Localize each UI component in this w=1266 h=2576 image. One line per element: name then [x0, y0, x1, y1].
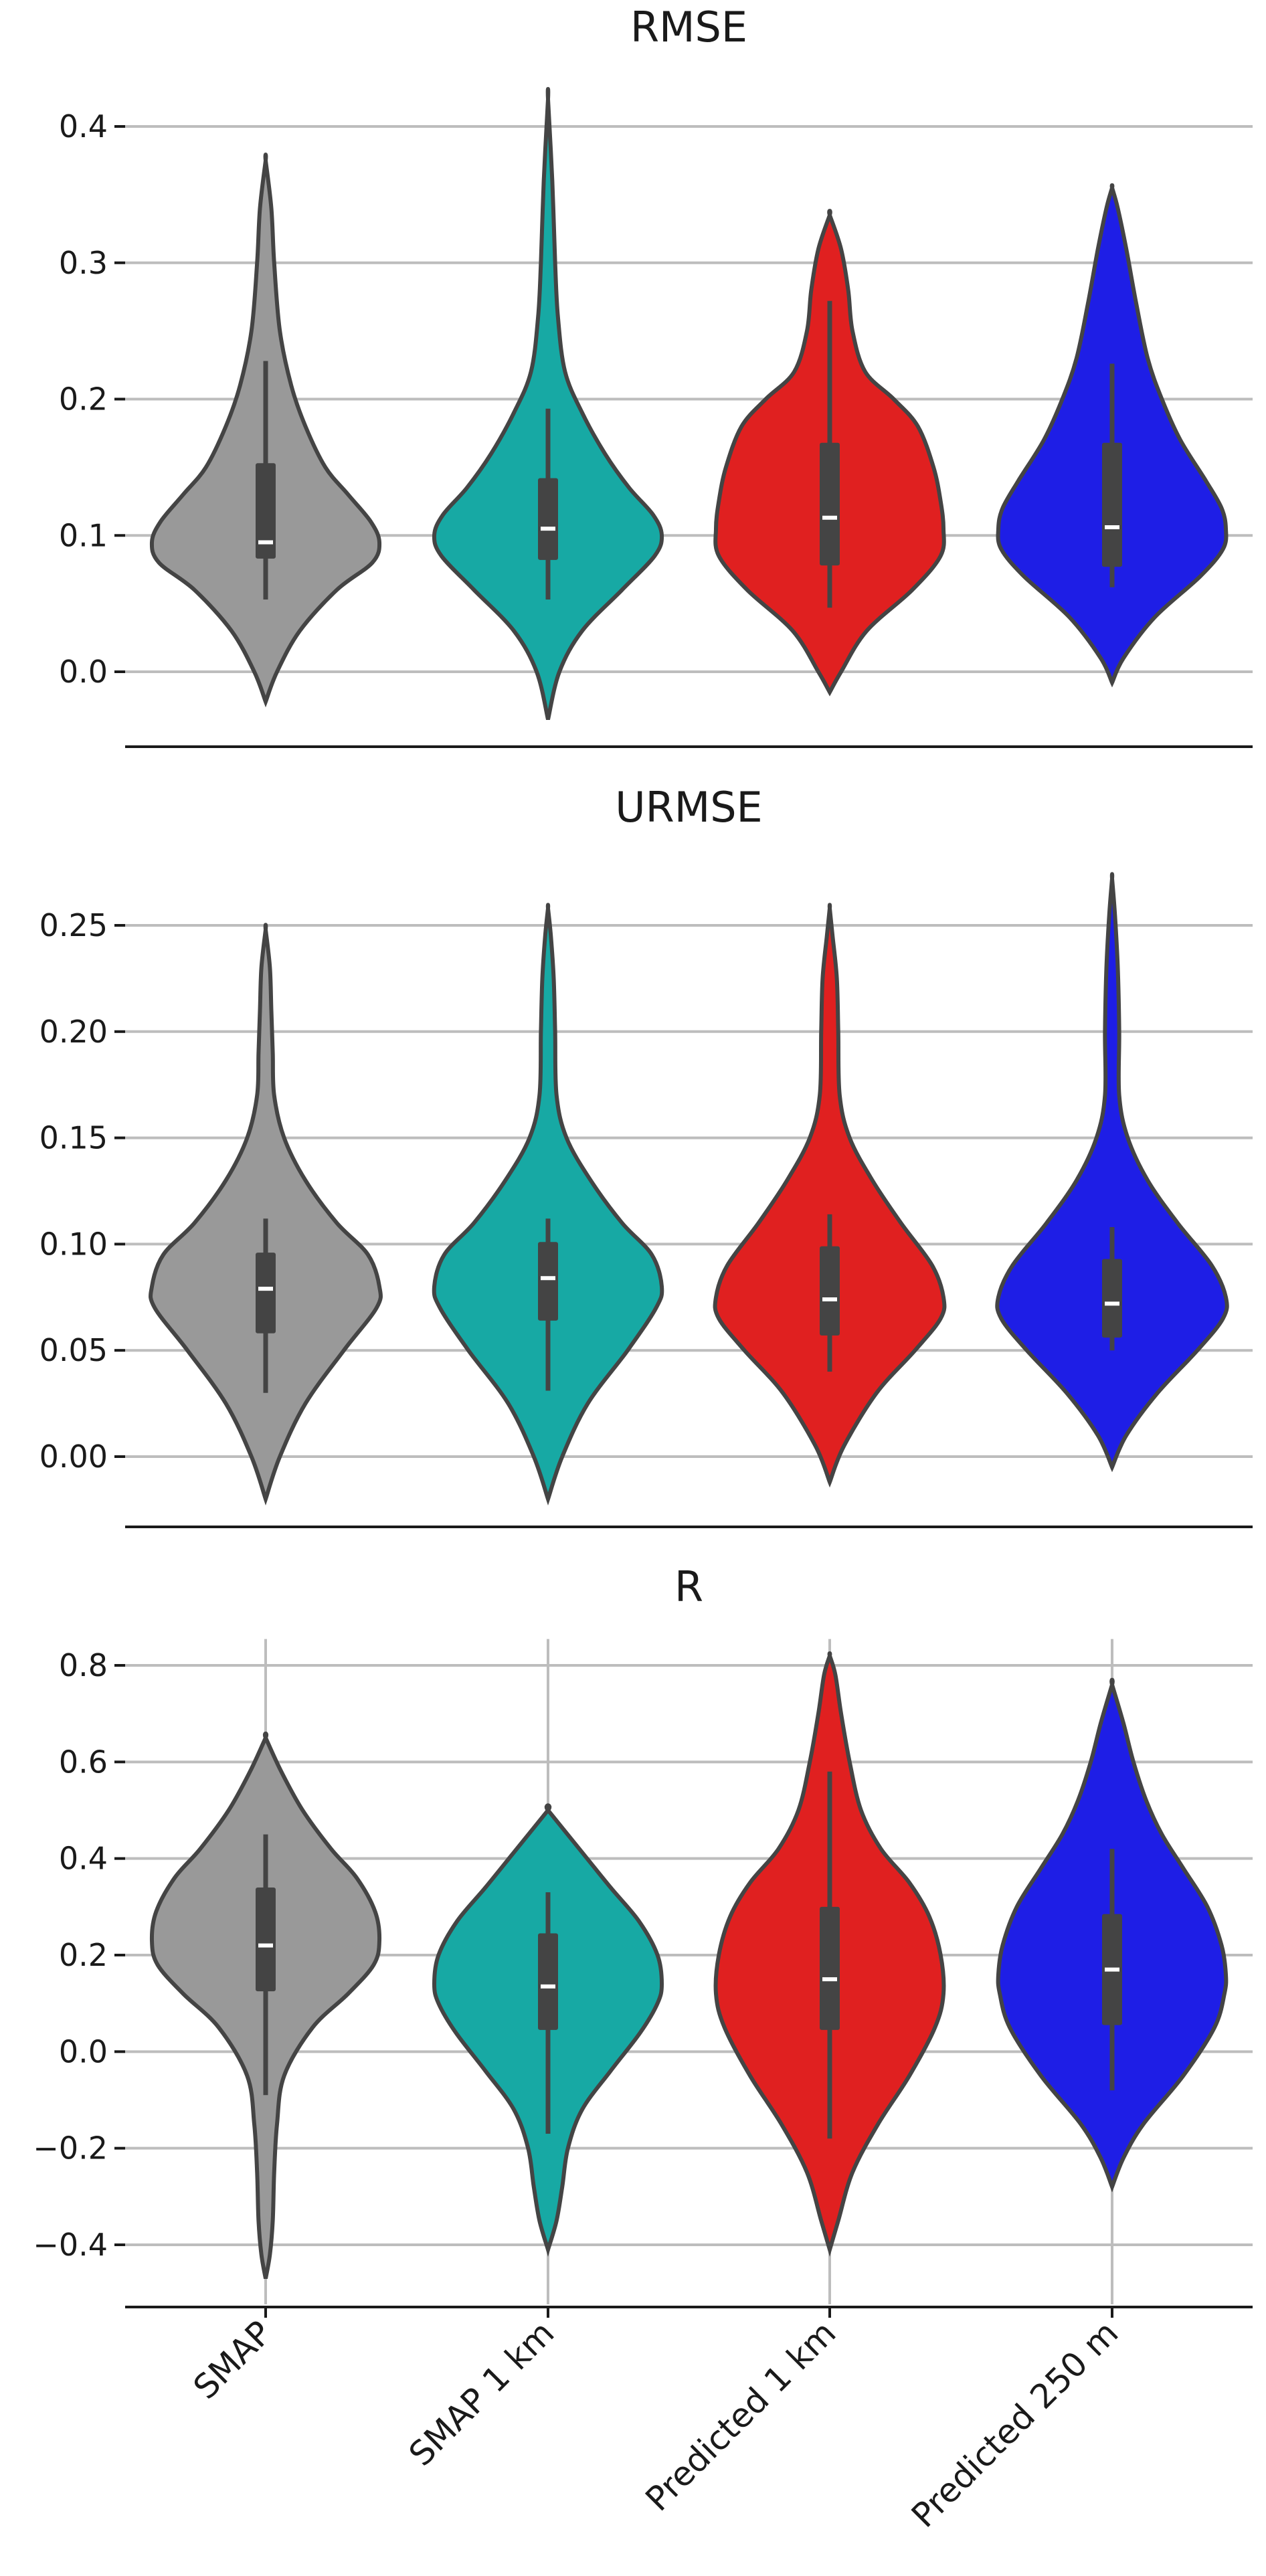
panel-urmse: URMSE 0.00 0.05 0.10 0.15 0.20 0.25 [39, 783, 1253, 1528]
y-tick-label: 0.25 [39, 907, 108, 943]
y-tick-label: 0.2 [59, 381, 108, 418]
violin-smap-1-km [432, 86, 664, 721]
panel-r: R −0.4 −0.2 0.0 0.2 0.4 0.6 0.8 SMAP SMAP 1 km Pre… [33, 1562, 1253, 2535]
y-tick-label: 0.10 [39, 1226, 108, 1262]
y-tick-label: 0.1 [59, 517, 108, 553]
y-tick-label: 0.0 [59, 654, 108, 690]
y-tick-label: 0.6 [59, 1744, 108, 1780]
x-tick-label: SMAP [186, 2313, 279, 2406]
y-tick-label: 0.0 [59, 2033, 108, 2069]
y-tick-label: 0.15 [39, 1120, 108, 1156]
violin-predicted-1-km [713, 903, 947, 1488]
iqr-box [256, 1887, 276, 1992]
y-tick-label: −0.4 [33, 2227, 108, 2263]
panel-title: URMSE [615, 783, 762, 832]
x-tick-label: SMAP 1 km [401, 2313, 561, 2473]
violin-predicted-250-m [995, 872, 1229, 1473]
iqr-box [820, 1906, 840, 2030]
iqr-box [256, 1253, 276, 1333]
y-tick-label: 0.3 [59, 245, 108, 281]
iqr-box [1102, 1259, 1122, 1338]
x-tick-label: Predicted 1 km [638, 2313, 844, 2518]
y-tick-label: 0.4 [59, 108, 108, 145]
y-tick-label: 0.8 [59, 1647, 108, 1683]
iqr-box [1102, 442, 1122, 567]
violin-smap [149, 923, 383, 1505]
iqr-box [820, 442, 840, 566]
y-tick-label: 0.2 [59, 1937, 108, 1973]
y-tick-label: 0.20 [39, 1014, 108, 1050]
iqr-box [820, 1246, 840, 1336]
violin-smap-1-km [432, 903, 664, 1505]
panel-title: RMSE [630, 3, 747, 52]
iqr-box [538, 1933, 558, 2030]
iqr-box [256, 463, 276, 559]
y-tick-label: 0.05 [39, 1332, 108, 1368]
y-tick-label: 0.00 [39, 1439, 108, 1475]
x-tick-label: Predicted 250 m [904, 2313, 1125, 2535]
iqr-box [538, 478, 558, 560]
iqr-box [538, 1242, 558, 1321]
panel-rmse: RMSE 0.0 0.1 0.2 0.3 0.4 [59, 3, 1253, 748]
y-tick-label: −0.2 [33, 2130, 108, 2167]
y-tick-label: 0.4 [59, 1841, 108, 1877]
panel-title: R [674, 1562, 703, 1611]
